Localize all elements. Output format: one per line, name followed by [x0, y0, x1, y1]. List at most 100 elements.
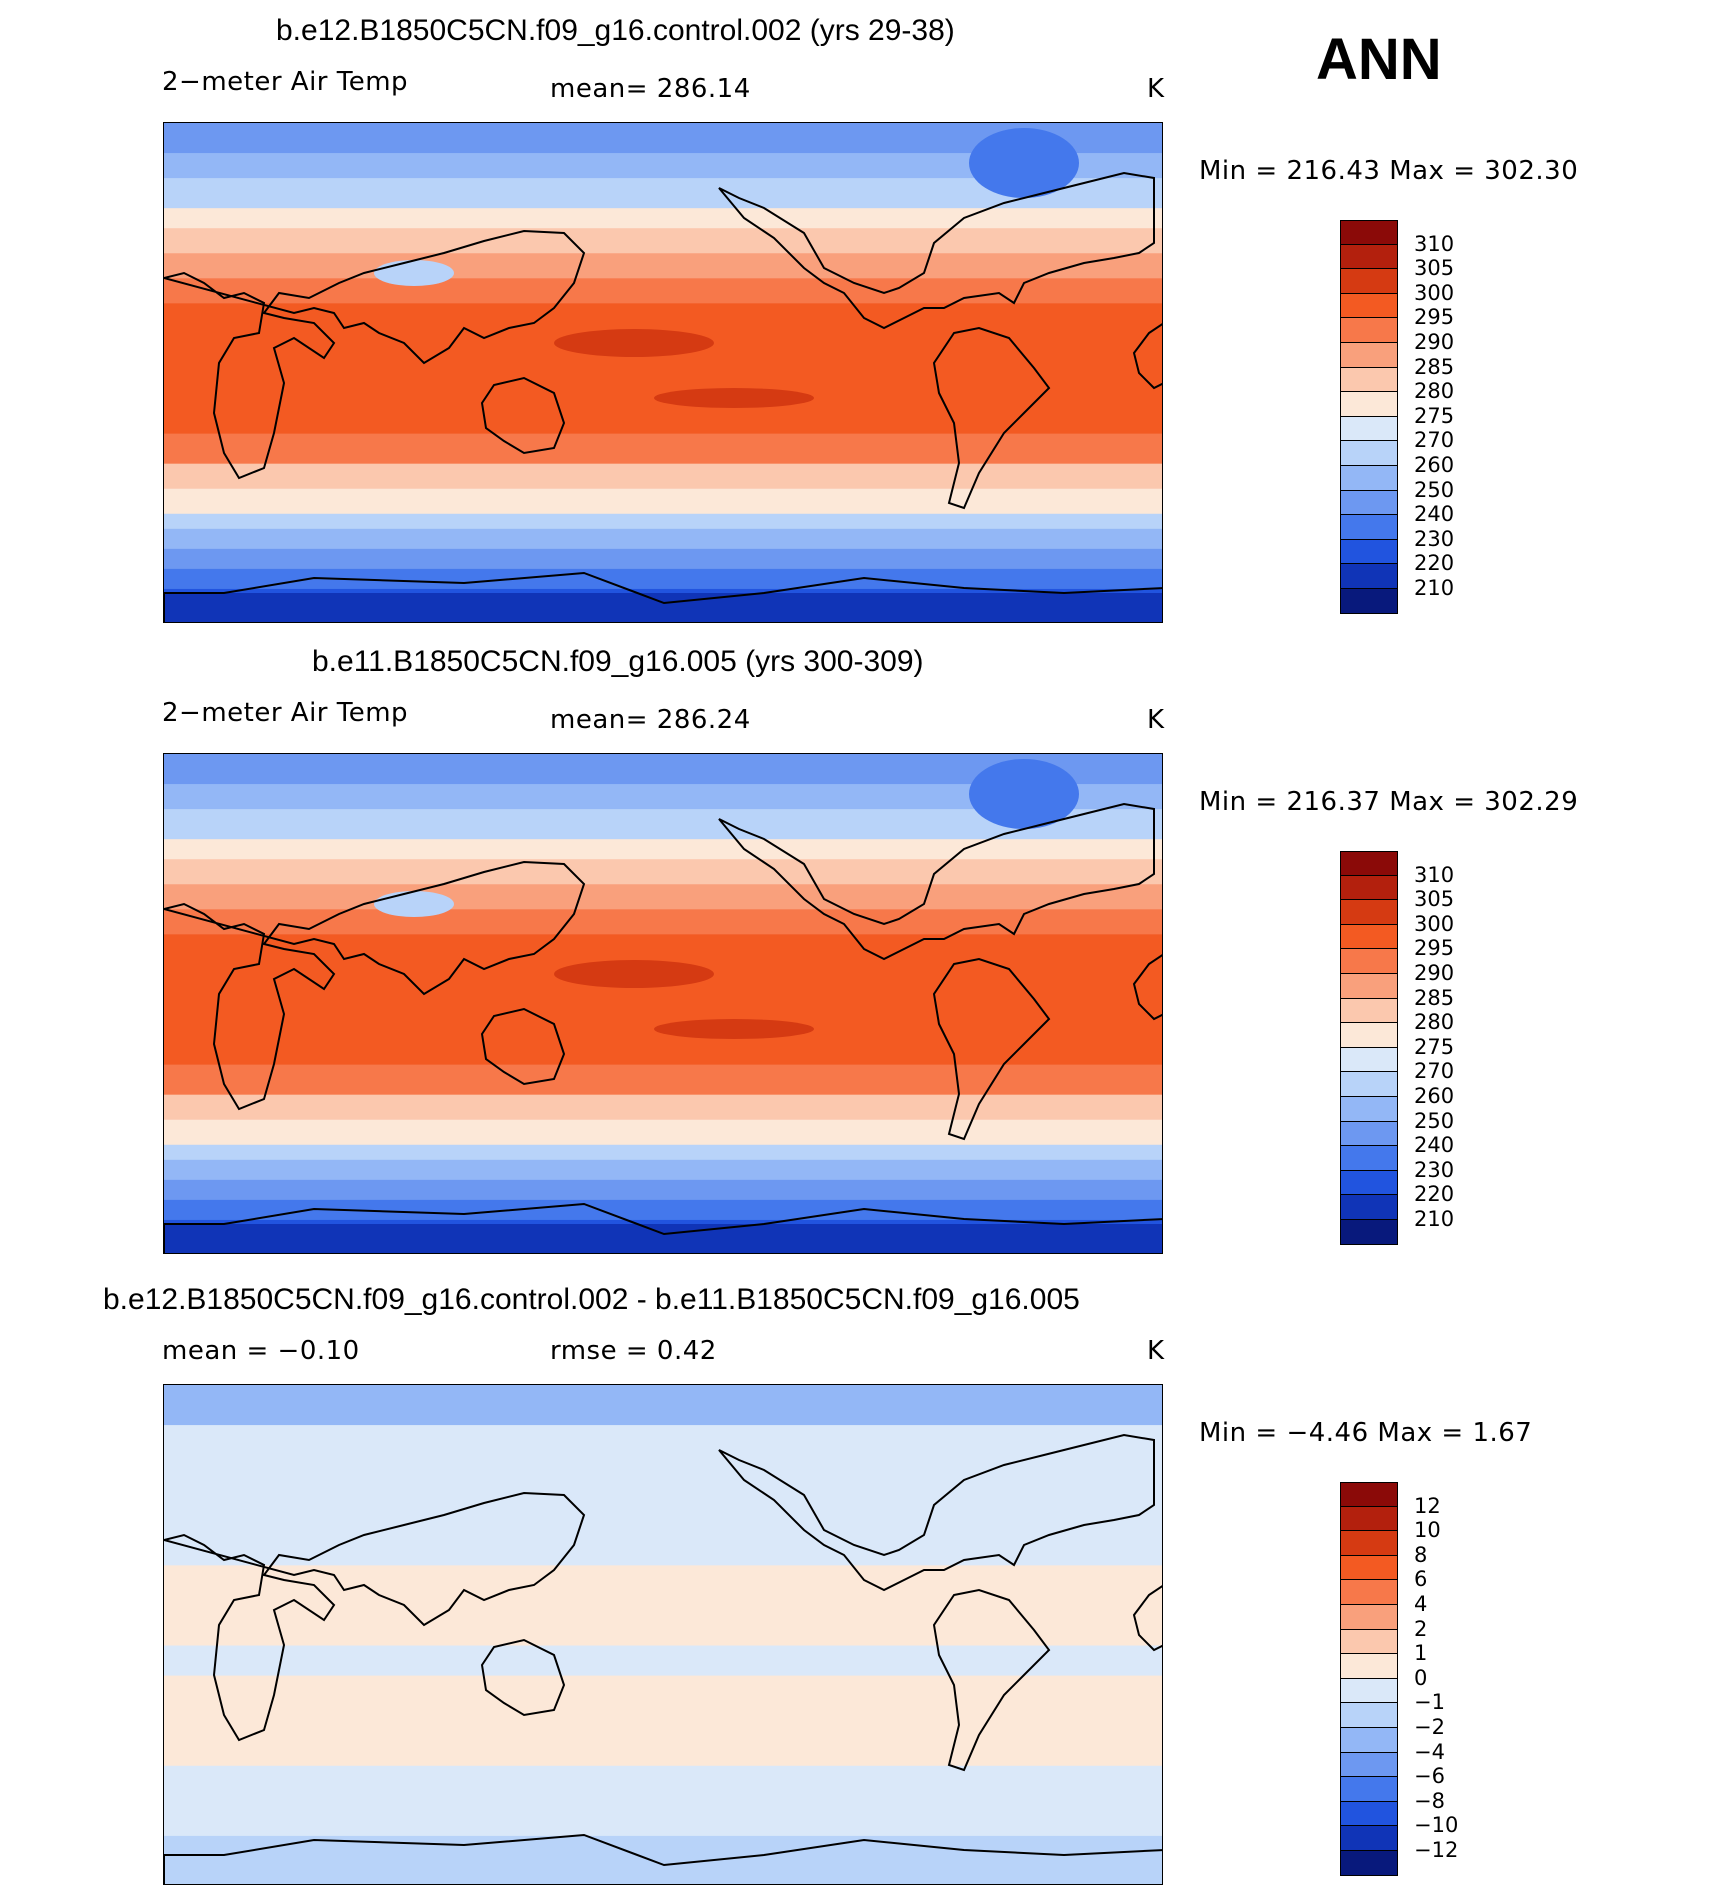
colorbar-tick-label: 4 — [1414, 1592, 1428, 1616]
colorbar-swatch — [1340, 1777, 1398, 1802]
colorbar-swatch — [1340, 924, 1398, 950]
map-contour-band — [164, 253, 1162, 280]
antarctic-region — [164, 593, 1162, 622]
map-contour-band — [164, 303, 1162, 435]
colorbar-tick-label: 310 — [1414, 862, 1455, 887]
map-svg — [164, 1385, 1162, 1884]
map-contour-band — [164, 548, 1162, 570]
colorbar-swatch — [1340, 1219, 1398, 1245]
coastline — [1132, 1585, 1162, 1652]
coastline — [164, 1202, 1162, 1253]
colorbar-tick-label: 280 — [1414, 379, 1455, 404]
warm-pool-region — [554, 960, 714, 988]
colorbar-tick-label: 300 — [1414, 911, 1455, 936]
colorbar-tick-label: −2 — [1414, 1715, 1445, 1739]
colorbar-swatch — [1340, 1531, 1398, 1556]
map-contour-band — [164, 1144, 1162, 1161]
panel2-title: b.e11.B1850C5CN.f09_g16.005 (yrs 300-309… — [312, 645, 924, 678]
colorbar-tick-label: 275 — [1414, 1034, 1455, 1059]
colorbar-tick-label: 270 — [1414, 1059, 1455, 1084]
colorbar-tick-label: 250 — [1414, 1108, 1455, 1133]
colorbar-swatch — [1340, 1801, 1398, 1827]
colorbar-tick-label: 275 — [1414, 403, 1455, 428]
coastline — [480, 1638, 566, 1717]
map-contour-band — [164, 1159, 1162, 1181]
colorbar-swatch — [1340, 539, 1398, 565]
colorbar-swatch — [1340, 416, 1398, 442]
colorbar-swatch — [1340, 515, 1398, 540]
colorbar-tick-label: −6 — [1414, 1764, 1445, 1789]
colorbar-swatch — [1340, 1580, 1398, 1605]
coastline — [932, 1588, 1051, 1772]
colorbar-swatch — [1340, 441, 1398, 466]
colorbar-swatch — [1340, 269, 1398, 294]
coastline — [1132, 323, 1162, 390]
coastline — [718, 1433, 1155, 1592]
warm-pool-region — [654, 1019, 814, 1039]
greenland-region — [969, 128, 1079, 198]
map-contour-band — [164, 488, 1162, 515]
coastline — [1132, 954, 1162, 1021]
colorbar-swatch — [1340, 564, 1398, 589]
colorbar-tick-label: 8 — [1414, 1542, 1428, 1567]
colorbar-tick-label: 310 — [1414, 231, 1455, 256]
colorbar-tick-label: 285 — [1414, 985, 1455, 1010]
colorbar-swatch — [1340, 1629, 1398, 1655]
colorbar-tick-label: 295 — [1414, 305, 1455, 330]
coastline — [164, 860, 586, 1111]
colorbar-swatch — [1340, 1506, 1398, 1532]
panel1-variable: 2−meter Air Temp — [162, 67, 409, 97]
map-svg — [164, 754, 1162, 1253]
colorbar-swatch — [1340, 588, 1398, 614]
coastline — [932, 957, 1051, 1141]
colorbar-swatch — [1340, 875, 1398, 901]
colorbar-tick-label: 220 — [1414, 1182, 1455, 1207]
colorbar-tick-label: −4 — [1414, 1739, 1445, 1764]
colorbar-swatch — [1340, 1604, 1398, 1630]
map-contour-band — [164, 568, 1162, 590]
colorbar-tick-label: 0 — [1414, 1665, 1428, 1690]
panel3-units: K — [1147, 1336, 1165, 1366]
colorbar-swatch — [1340, 293, 1398, 319]
panel1-mean: mean= 286.14 — [550, 74, 751, 104]
colorbar-tick-label: 210 — [1414, 1207, 1455, 1231]
map-contour-band — [164, 1645, 1162, 1677]
colorbar-tick-label: 10 — [1414, 1518, 1441, 1543]
coastline — [932, 326, 1051, 510]
panel3-map — [163, 1384, 1163, 1885]
coastline — [164, 1491, 586, 1742]
colorbar-swatch — [1340, 1752, 1398, 1778]
panel3-colorbar: 12 10 8 6 4 2 1 0 −1 −2 −4 −6 −8 −10 −12 — [1340, 1482, 1458, 1876]
colorbar-tick-label: −1 — [1414, 1690, 1445, 1715]
colorbar-swatch — [1340, 490, 1398, 516]
colorbar-tick-label: 305 — [1414, 256, 1455, 281]
colorbar-tick-label: 295 — [1414, 936, 1455, 961]
colorbar-tick-label: 240 — [1414, 1133, 1455, 1158]
map-contour-band — [164, 909, 1162, 936]
map-contour-band — [164, 839, 1162, 861]
colorbar-swatch — [1340, 367, 1398, 393]
map-contour-band — [164, 1565, 1162, 1647]
colorbar-tick-label: −10 — [1414, 1813, 1459, 1838]
coastline — [480, 376, 566, 455]
colorbar-swatch — [1340, 998, 1398, 1024]
colorbar-tick-label: 300 — [1414, 280, 1455, 305]
warm-pool-region — [554, 329, 714, 357]
map-contour-band — [164, 1385, 1162, 1427]
colorbar-swatch — [1340, 1023, 1398, 1048]
colorbar-swatch — [1340, 220, 1398, 245]
map-contour-band — [164, 463, 1162, 490]
colorbar-swatch — [1340, 851, 1398, 876]
colorbar-swatch — [1340, 1195, 1398, 1220]
colorbar-tick-label: 290 — [1414, 330, 1455, 354]
panel1-title: b.e12.B1850C5CN.f09_g16.control.002 (yrs… — [276, 14, 955, 47]
panel3-mean: mean = −0.10 — [162, 1336, 360, 1366]
colorbar-tick-label: 1 — [1414, 1641, 1428, 1666]
colorbar-swatch — [1340, 973, 1398, 999]
map-contour-band — [164, 934, 1162, 1066]
colorbar-swatch — [1340, 318, 1398, 343]
colorbar-swatch — [1340, 1146, 1398, 1171]
map-contour-band — [164, 1425, 1162, 1567]
colorbar-swatch — [1340, 244, 1398, 270]
map-contour-band — [164, 278, 1162, 305]
